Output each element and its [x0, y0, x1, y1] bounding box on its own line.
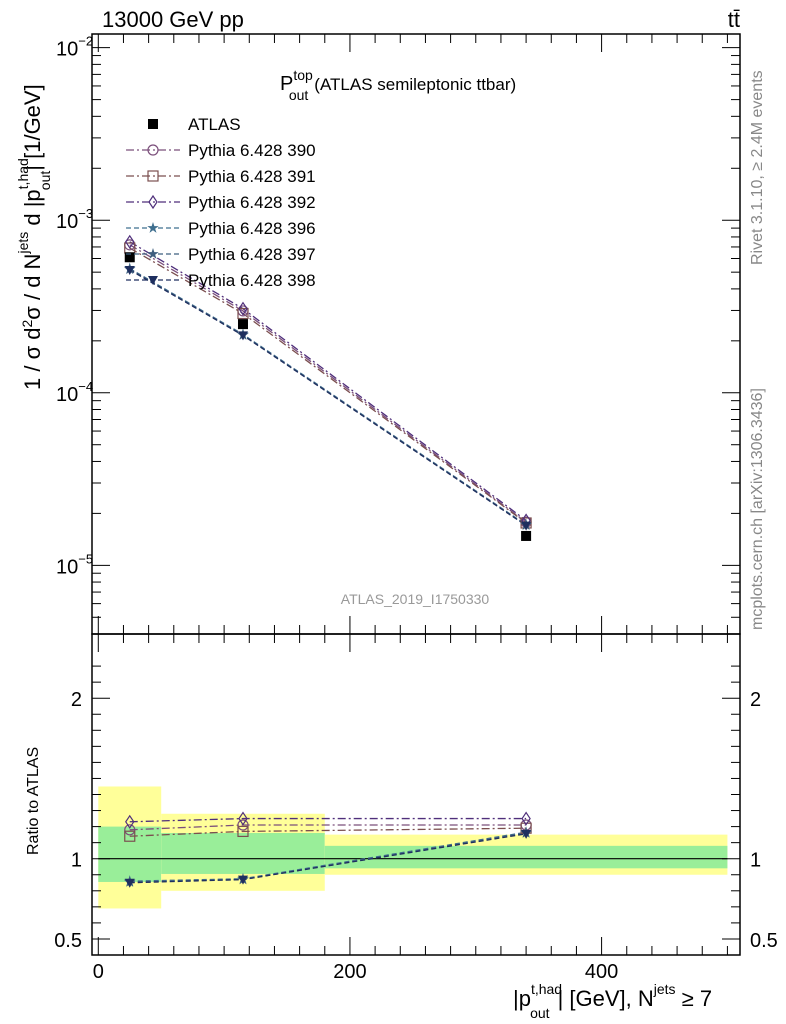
ratio-uncertainty-bands [98, 786, 728, 909]
legend-label: Pythia 6.428 396 [188, 219, 316, 238]
x-axis-label: |pt,had out| [GeV], Njets ≥ 7 [513, 981, 712, 1021]
diamond-marker [521, 811, 531, 826]
ratio-y-tick-label-right: 0.5 [750, 930, 778, 952]
ratio-y-tick-label-left: 0.5 [54, 930, 82, 952]
main-y-tick-labels: 10−5 10−4 10−3 10−2 [56, 34, 93, 579]
ratio-frame [91, 633, 741, 956]
legend-label: Pythia 6.428 392 [188, 193, 316, 212]
x-tick-label: 400 [585, 961, 618, 983]
ratio-series-markers [124, 811, 532, 888]
main-panel: 10−5 10−4 10−3 10−2 Ptop out(ATLAS semilepto… [15, 33, 741, 635]
square-marker [237, 825, 249, 838]
ratio-y-tick-label-right: 2 [750, 689, 761, 711]
ratio-y-axis-label: Ratio to ATLAS [25, 747, 42, 855]
triangle-marker [148, 276, 158, 285]
legend-label: ATLAS [188, 115, 241, 134]
triangle-marker [521, 829, 532, 839]
ratio-panel: 0.5 0.5 1 1 2 2 0 200 400 Ratio to ATLAS |pt,ha… [25, 633, 778, 1021]
ratio-y-tick-label-left: 1 [71, 850, 82, 872]
legend-label: Pythia 6.428 390 [188, 141, 316, 160]
x-tick-labels: 0 200 400 [93, 961, 619, 983]
triangle-marker [237, 331, 248, 341]
diamond-marker [238, 301, 248, 316]
data-marker [148, 119, 158, 129]
circle-marker [147, 144, 159, 156]
circle-marker [124, 824, 136, 836]
x-tick-label: 0 [93, 961, 104, 983]
x-tick-label: 200 [333, 961, 366, 983]
y-tick-label: 10−4 [56, 379, 93, 406]
legend: ATLAS Pythia 6.428 390 Pythia 6.428 391 Pyt… [126, 115, 316, 290]
inner-band [161, 833, 325, 874]
diamond-marker [148, 194, 158, 210]
square-marker [237, 307, 249, 320]
ratio-y-tick-label-right: 1 [750, 850, 761, 872]
data-marker [521, 530, 532, 541]
rivet-version-label: Rivet 3.1.10, ≥ 2.4M events [749, 70, 766, 265]
legend-label: Pythia 6.428 398 [188, 271, 316, 290]
data-marker [124, 252, 135, 263]
triangle-marker [124, 878, 135, 888]
main-series-markers [124, 234, 532, 541]
circle-marker [237, 819, 249, 831]
main-ticks [92, 34, 740, 635]
triangle-marker [521, 521, 532, 531]
star-marker [147, 222, 159, 233]
mcplots-label: mcplots.cern.ch [arXiv:1306.3436] [749, 388, 766, 630]
triangle-marker [124, 265, 135, 275]
series-line [129, 268, 527, 526]
chart-title: Ptop out(ATLAS semileptonic ttbar) [280, 67, 516, 103]
legend-label: Pythia 6.428 397 [188, 245, 316, 264]
legend-label: Pythia 6.428 391 [188, 167, 316, 186]
ratio-y-tick-label-left: 2 [71, 689, 82, 711]
square-marker [124, 830, 136, 842]
diamond-marker [238, 811, 248, 826]
ratio-series-line [129, 827, 527, 837]
series-line [129, 269, 527, 527]
y-tick-label: 10−5 [56, 551, 93, 578]
y-tick-label: 10−3 [56, 206, 93, 233]
series-line [129, 247, 527, 524]
analysis-watermark: ATLAS_2019_I1750330 [341, 591, 490, 607]
star-marker [147, 248, 159, 259]
inner-band [324, 845, 728, 869]
ratio-y-tick-labels: 0.5 0.5 1 1 2 2 [54, 689, 778, 952]
square-marker [147, 170, 159, 182]
triangle-marker [237, 875, 248, 885]
series-line [129, 244, 527, 523]
energy-label: 13000 GeV pp [102, 7, 244, 32]
data-marker [237, 319, 248, 330]
ratio-series-line [129, 817, 527, 823]
diamond-marker [125, 814, 135, 829]
ratio-ticks [92, 634, 740, 955]
main-y-axis-label: 1 / σ d2σ / d Njets d |pt,had out| [1/GeV… [15, 84, 53, 390]
diamond-marker [125, 234, 135, 249]
y-tick-label: 10−2 [56, 34, 93, 61]
process-label: tt̄ [728, 7, 740, 32]
